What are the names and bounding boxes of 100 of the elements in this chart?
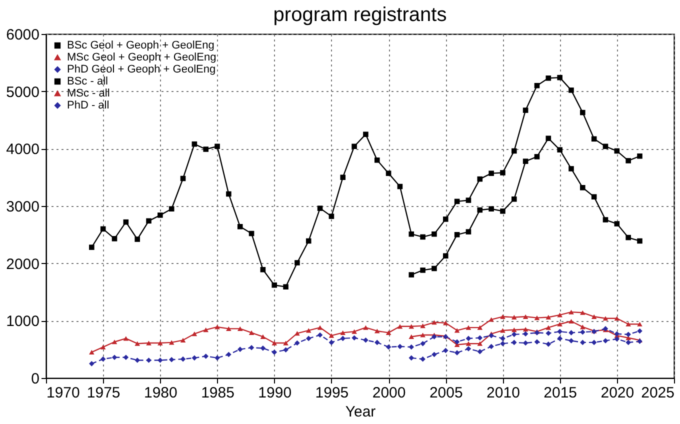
point — [512, 328, 517, 332]
point — [568, 166, 574, 172]
point — [500, 340, 506, 346]
point — [180, 338, 186, 342]
point — [637, 238, 642, 244]
x-tick-label: 2005 — [429, 384, 463, 402]
chart-title: program registrants — [273, 4, 447, 26]
point — [522, 340, 528, 346]
point — [534, 316, 540, 320]
point — [317, 332, 323, 338]
point — [546, 314, 552, 320]
point — [488, 206, 494, 212]
point — [580, 310, 586, 315]
point — [500, 328, 506, 333]
point — [557, 312, 562, 318]
point — [237, 346, 243, 352]
point — [237, 224, 243, 230]
point — [557, 336, 562, 342]
point — [602, 144, 608, 150]
point — [500, 314, 506, 319]
x-tick-label: 2020 — [600, 384, 634, 402]
point — [203, 146, 208, 152]
point — [158, 212, 163, 218]
x-tick-label: 1990 — [258, 384, 292, 402]
point — [203, 354, 208, 359]
point — [580, 110, 586, 116]
point — [557, 322, 562, 326]
point — [340, 174, 346, 180]
point — [568, 330, 574, 336]
point — [512, 340, 517, 346]
x-tick-label: 1980 — [144, 384, 178, 402]
point — [602, 316, 608, 321]
point — [168, 340, 174, 345]
point — [626, 340, 631, 346]
point — [363, 338, 368, 343]
legend-label: BSc Geol + Geoph + GeolEng — [67, 40, 214, 52]
y-tick-label: 4000 — [6, 141, 40, 158]
point — [500, 208, 506, 214]
point — [168, 206, 174, 212]
point — [272, 350, 278, 355]
point — [546, 76, 552, 81]
point — [534, 154, 540, 160]
point — [557, 328, 562, 334]
x-tick-label: 2000 — [372, 384, 406, 402]
point — [306, 238, 312, 244]
y-tick-label: 3000 — [6, 198, 40, 216]
point — [466, 336, 472, 342]
x-tick-label: 2010 — [486, 384, 520, 402]
x-tick-label: 1975 — [86, 384, 120, 402]
point — [146, 358, 152, 363]
point — [546, 330, 552, 336]
point — [146, 340, 152, 346]
point — [328, 214, 334, 219]
point — [454, 328, 460, 333]
point — [180, 356, 186, 362]
point — [477, 348, 483, 354]
point — [294, 260, 300, 266]
y-tick-label: 6000 — [6, 26, 40, 44]
point — [466, 229, 472, 234]
legend-label: BSc - all — [67, 76, 108, 88]
point — [112, 236, 118, 242]
point — [123, 354, 129, 360]
point — [420, 340, 426, 346]
point — [100, 344, 106, 350]
point — [226, 326, 232, 331]
point — [522, 158, 528, 164]
point — [306, 336, 312, 342]
point — [158, 340, 163, 346]
point — [260, 334, 266, 340]
point — [477, 207, 483, 213]
point — [512, 148, 517, 154]
legend-label: MSc - all — [67, 88, 110, 100]
point — [454, 339, 460, 345]
point — [397, 324, 403, 329]
point — [100, 356, 106, 362]
point — [591, 314, 597, 319]
point — [568, 318, 574, 324]
point — [568, 88, 574, 93]
point — [317, 206, 323, 211]
point — [522, 331, 528, 336]
point — [420, 234, 426, 240]
point — [500, 170, 506, 176]
x-tick-label: 1970 — [46, 384, 80, 402]
point — [408, 272, 414, 278]
point — [432, 266, 437, 272]
y-tick-label: 2000 — [6, 256, 40, 273]
point — [374, 328, 380, 334]
point — [248, 330, 254, 335]
point — [522, 108, 528, 113]
point — [488, 317, 494, 322]
y-tick-label: 1000 — [6, 313, 40, 330]
point — [454, 232, 460, 238]
point — [637, 153, 642, 159]
point — [591, 194, 597, 200]
point — [626, 234, 631, 240]
point — [534, 339, 540, 345]
y-tick-label: 5000 — [6, 84, 40, 101]
point — [328, 333, 334, 338]
point — [477, 325, 483, 330]
point — [352, 329, 357, 334]
